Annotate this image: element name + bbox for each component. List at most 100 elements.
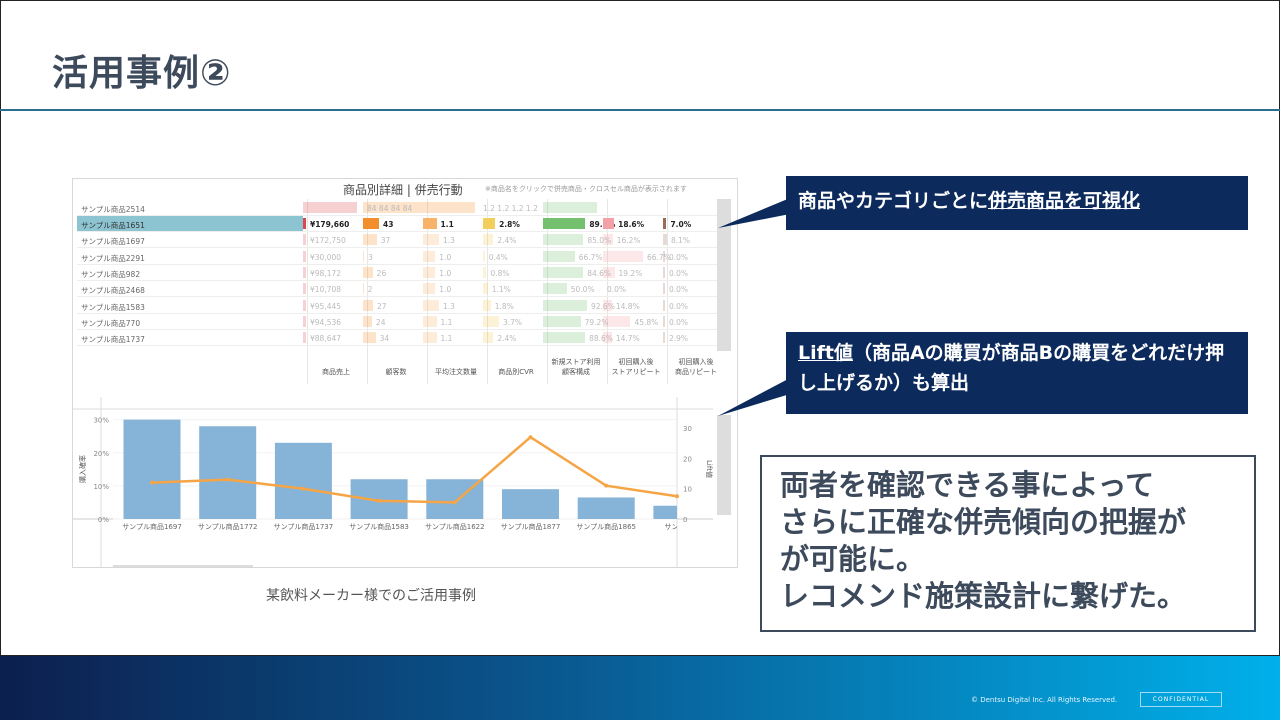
bar xyxy=(543,283,567,295)
cell-value: 1.0 xyxy=(439,252,452,262)
cell-value: 50.0% xyxy=(570,285,595,295)
bar xyxy=(663,266,665,278)
bar xyxy=(543,299,587,311)
bar xyxy=(603,332,612,344)
cell-value: 43 xyxy=(383,220,394,229)
y-axis-label: 購入確率 xyxy=(78,455,87,483)
cell-value: 85.0% xyxy=(587,236,612,246)
bar xyxy=(663,332,665,344)
slide-title: 活用事例② xyxy=(52,53,232,94)
bar xyxy=(483,218,496,229)
table-scrollbar[interactable] xyxy=(717,199,731,351)
bar xyxy=(363,202,475,213)
bar xyxy=(303,202,357,213)
bar xyxy=(603,299,612,311)
confidential-badge: CONFIDENTIAL xyxy=(1140,692,1222,707)
callout2-text: （商品Aの購買が商品Bの購買をどれだけ押し上げるか）も算出 xyxy=(798,342,1225,394)
y2-tick-label: 0 xyxy=(683,516,687,524)
bar xyxy=(423,299,439,311)
bar xyxy=(303,234,306,246)
product-name[interactable]: サンプル商品2291 xyxy=(81,253,145,263)
product-name[interactable]: サンプル商品1583 xyxy=(81,302,145,312)
footer xyxy=(0,656,1280,720)
chart-hscrollbar[interactable] xyxy=(113,565,253,567)
cell-value: 0.0% xyxy=(669,268,689,278)
table-row[interactable]: サンプル商品770 ¥94,536 24 1.1 3.7% 79.2% 45.8% 0.0% xyxy=(77,314,717,330)
y-tick-label: 20% xyxy=(93,450,109,458)
bar xyxy=(483,266,487,278)
table-row[interactable]: サンプル商品2514 84 84 84 84 1.2 1.2 1.2 1.2 xyxy=(77,200,717,216)
cell-value: 19.2% xyxy=(618,268,643,278)
bar xyxy=(543,202,597,213)
y2-tick-label: 10 xyxy=(683,486,692,494)
bar xyxy=(363,283,364,295)
column-header[interactable]: 初回購入後 商品リピート xyxy=(675,358,717,376)
lift-point xyxy=(675,494,679,499)
bar xyxy=(663,234,667,246)
bar xyxy=(603,250,643,262)
table-row[interactable]: サンプル商品2468 ¥10,708 2 1.0 1.1% 50.0% 0.0% 0.0% xyxy=(77,281,717,298)
bar xyxy=(423,283,436,295)
cell-value: ¥172,750 xyxy=(310,236,346,246)
cell-value: 18.6% xyxy=(618,220,645,229)
bar xyxy=(423,218,437,229)
column-divider xyxy=(547,199,548,384)
title-divider xyxy=(0,109,1280,111)
cell-value: 1.0 xyxy=(439,268,452,278)
column-header[interactable]: 初回購入後 ストアリピート xyxy=(611,358,661,376)
bar xyxy=(363,218,379,229)
column-header[interactable]: 平均注文数量 xyxy=(435,368,477,376)
bar xyxy=(363,266,373,278)
bar xyxy=(483,250,485,262)
product-name[interactable]: サンプル商品2468 xyxy=(81,286,145,296)
cell-value: ¥95,445 xyxy=(310,301,342,311)
cell-value: 1.1 xyxy=(440,317,453,327)
cell-value: ¥98,172 xyxy=(310,268,342,278)
table-row[interactable]: サンプル商品1737 ¥88,647 34 1.1 2.4% 88.6% 14.7% 2.9% xyxy=(77,330,717,347)
cell-value: ¥179,660 xyxy=(310,220,350,229)
bar xyxy=(483,283,488,295)
cell-value: ¥30,000 xyxy=(310,252,342,262)
cell-value: 1.1% xyxy=(491,285,511,295)
bar xyxy=(303,250,306,262)
product-name[interactable]: サンプル商品770 xyxy=(81,318,141,328)
product-name[interactable]: サンプル商品1651 xyxy=(77,216,303,231)
bar xyxy=(303,283,306,295)
column-header[interactable]: 商品別CVR xyxy=(498,368,534,376)
callout-co-purchase: 商品やカテゴリごとに併売商品を可視化 xyxy=(786,176,1248,230)
y2-tick-label: 20 xyxy=(683,455,692,463)
cell-value: 1.0 xyxy=(439,285,452,295)
lift-point xyxy=(528,435,533,440)
bar xyxy=(303,266,306,278)
product-name[interactable]: サンプル商品1697 xyxy=(81,237,145,247)
cell-value: 3.7% xyxy=(503,317,523,327)
column-header[interactable]: 商品売上 xyxy=(322,368,350,376)
bar xyxy=(363,299,374,311)
table-row[interactable]: サンプル商品1651 ¥179,660 43 1.1 2.8% 89.1%18.6% 7.0… xyxy=(77,216,717,232)
table-row[interactable]: サンプル商品982 ¥98,172 26 1.0 0.8% 84.6% 19.2% 0.0% xyxy=(77,265,717,281)
bar xyxy=(303,218,306,229)
cell-value: 14.8% xyxy=(615,301,640,311)
bar xyxy=(603,266,615,278)
cell-value: 2.4% xyxy=(497,236,517,246)
column-header[interactable]: 顧客数 xyxy=(385,368,407,376)
dashboard-title: 商品別詳細 | 併売行動 xyxy=(343,183,463,197)
x-tick-label: サンプル商品1865 xyxy=(576,522,636,531)
cell-value: 0.0% xyxy=(669,252,689,262)
x-tick-label: サンプル商品1622 xyxy=(425,522,485,531)
callout1-emphasis: 併売商品を可視化 xyxy=(988,190,1141,212)
table-row[interactable]: サンプル商品1583 ¥95,445 27 1.3 1.8% 92.6% 14.8% 0.0% xyxy=(77,298,717,314)
column-header[interactable]: 新規ストア利用 顧客構成 xyxy=(551,358,601,376)
bar xyxy=(543,218,586,229)
bar xyxy=(363,250,365,262)
lift-point xyxy=(452,500,457,505)
table-row[interactable]: サンプル商品1697 ¥172,750 37 1.3 2.4% 85.0% 16.2% 8.1… xyxy=(77,232,717,249)
bar xyxy=(603,234,613,246)
chart-scrollbar[interactable] xyxy=(717,415,731,515)
table-row[interactable]: サンプル商品2291 ¥30,000 3 1.0 0.4% 66.7% 66.7% 0.0% xyxy=(77,249,717,265)
product-name[interactable]: サンプル商品2514 xyxy=(81,205,145,214)
column-divider xyxy=(487,199,488,384)
product-name[interactable]: サンプル商品982 xyxy=(81,269,141,279)
product-name[interactable]: サンプル商品1737 xyxy=(81,335,145,345)
